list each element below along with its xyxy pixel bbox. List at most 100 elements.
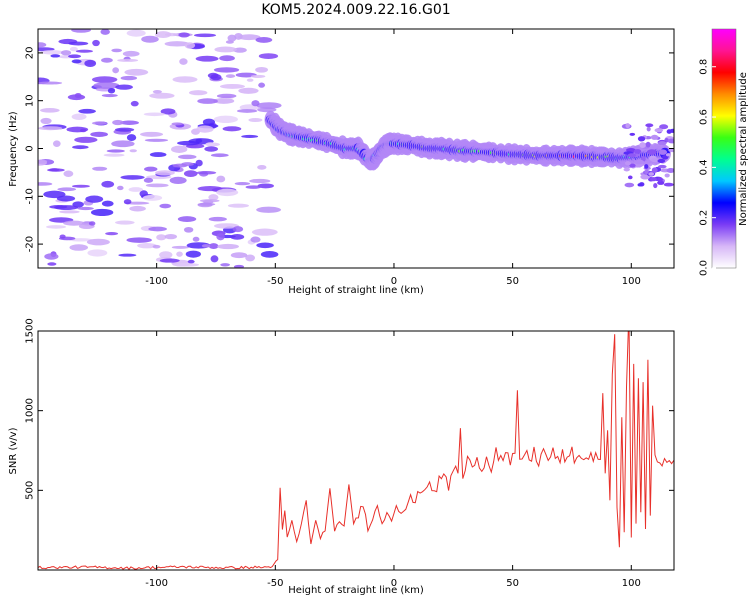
noise-blob xyxy=(177,140,200,146)
noise-blob xyxy=(40,117,52,125)
noise-blob xyxy=(216,93,237,99)
noise-blob xyxy=(245,185,262,189)
noise-blob xyxy=(59,210,80,214)
noise-blob xyxy=(256,206,282,213)
noise-blob xyxy=(201,244,211,248)
noise-blob xyxy=(216,175,226,183)
ridge-speckle xyxy=(662,154,669,160)
snr-y-tick-label: 1000 xyxy=(25,398,36,423)
spectrogram-ridge xyxy=(264,110,674,189)
snr-y-axis-label: SNR (v/v) xyxy=(8,427,19,474)
spectrogram-y-axis-label: Frequency (Hz) xyxy=(8,111,19,187)
noise-blob xyxy=(227,34,237,42)
noise-blob xyxy=(119,120,139,125)
ridge-speckle xyxy=(665,153,671,157)
noise-blob xyxy=(160,108,176,115)
noise-blob xyxy=(126,29,146,37)
noise-blob xyxy=(164,233,178,240)
noise-blob xyxy=(172,76,198,83)
colorbar: 0.0 0.2 0.4 0.6 0.8 Normalized spectral ampl… xyxy=(699,28,749,276)
ridge-speckle xyxy=(657,180,665,185)
ridge-speckle xyxy=(649,177,657,182)
noise-blob xyxy=(93,82,120,89)
noise-blob xyxy=(197,98,218,104)
noise-blob xyxy=(142,194,163,201)
spectrogram-x-tick-label: -50 xyxy=(267,276,283,287)
spectrogram-y-tick-label: 10 xyxy=(25,94,36,107)
ridge-speckle xyxy=(634,159,645,165)
spectrogram-x-tick-label: 50 xyxy=(506,276,519,287)
ridge-speckle xyxy=(668,148,674,153)
noise-blob xyxy=(72,145,89,150)
noise-blob xyxy=(208,243,219,250)
noise-blob xyxy=(117,58,139,62)
ridge-speckle xyxy=(669,128,674,133)
noise-blob xyxy=(256,102,282,109)
noise-blob xyxy=(38,182,53,186)
spectrogram-x-tick-label: 100 xyxy=(622,276,641,287)
colorbar-frame xyxy=(711,28,737,269)
colorbar-label: Normalized spectral amplitude xyxy=(738,72,749,226)
noise-blob xyxy=(183,226,194,233)
noise-blob xyxy=(188,90,208,96)
noise-blob xyxy=(111,140,135,148)
noise-blob xyxy=(101,93,118,98)
noise-blob xyxy=(255,36,273,43)
noise-blob xyxy=(251,100,260,107)
noise-blob xyxy=(52,140,61,147)
noise-blob xyxy=(46,225,67,229)
spectrogram-y-tick-label: 0 xyxy=(25,145,36,151)
noise-blob xyxy=(236,109,258,113)
noise-blob xyxy=(250,236,261,243)
noise-blob xyxy=(255,66,269,73)
noise-blob xyxy=(38,81,63,85)
noise-blob xyxy=(154,170,175,176)
noise-blob xyxy=(227,203,249,208)
noise-blob xyxy=(233,264,245,268)
noise-blob xyxy=(54,205,79,211)
ridge-speckle xyxy=(640,174,650,180)
noise-blob xyxy=(171,245,190,249)
noise-blob xyxy=(213,98,235,104)
noise-blob xyxy=(187,259,195,264)
noise-blob xyxy=(38,159,48,164)
snr-y-ticks: 500 1000 1500 xyxy=(25,318,674,500)
noise-blob xyxy=(78,108,96,114)
noise-blob xyxy=(195,159,203,167)
noise-blob xyxy=(210,255,219,263)
ridge-speckle xyxy=(657,164,667,169)
noise-blob xyxy=(50,54,61,58)
noise-blob xyxy=(246,78,254,82)
noise-blob xyxy=(204,146,219,152)
snr-x-tick-label: -100 xyxy=(145,578,168,589)
noise-blob xyxy=(140,131,164,137)
noise-blob xyxy=(84,59,97,67)
noise-blob xyxy=(103,153,125,157)
ridge-speckle xyxy=(654,128,664,133)
noise-blob xyxy=(250,74,266,79)
noise-blob xyxy=(75,49,93,53)
noise-blob xyxy=(156,234,167,241)
noise-blob xyxy=(171,122,183,126)
noise-blob xyxy=(44,253,59,260)
noise-blob xyxy=(159,203,172,209)
noise-blob xyxy=(258,82,266,88)
noise-blob xyxy=(230,252,248,259)
noise-blob xyxy=(105,231,119,236)
noise-blob xyxy=(101,200,114,207)
snr-frame xyxy=(37,330,675,571)
snr-x-axis-label: Height of straight line (km) xyxy=(288,585,424,596)
ridge-speckle xyxy=(657,158,666,164)
noise-blob xyxy=(245,254,256,262)
noise-blob xyxy=(111,48,123,53)
ridge-speckle xyxy=(633,149,642,154)
noise-blob xyxy=(128,187,144,192)
noise-blob xyxy=(117,185,124,191)
noise-blob xyxy=(238,87,259,94)
noise-blob xyxy=(213,115,238,124)
noise-blob xyxy=(249,178,271,184)
snr-plot-area xyxy=(38,331,674,570)
noise-blob xyxy=(216,188,239,197)
ridge-speckle xyxy=(650,134,659,140)
spectrogram-y-tick-label: 20 xyxy=(25,47,36,60)
